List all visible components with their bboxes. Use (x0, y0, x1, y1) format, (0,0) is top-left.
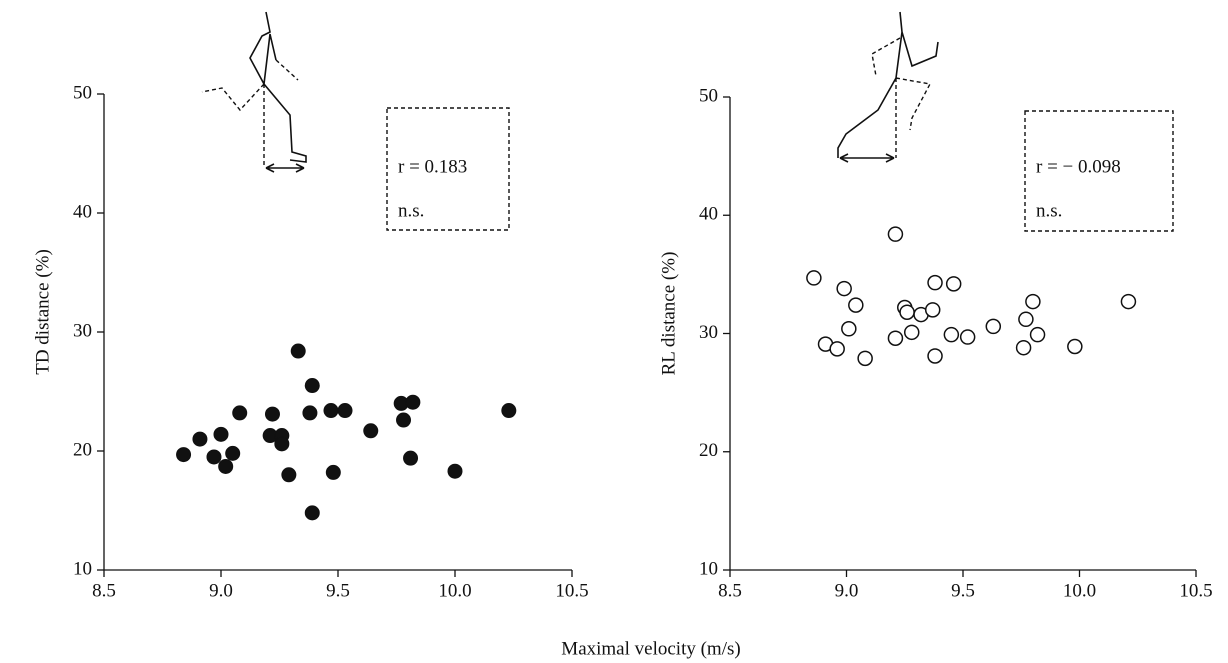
data-point (848, 297, 864, 313)
data-point (218, 458, 234, 474)
data-point (396, 412, 412, 428)
data-point (924, 302, 941, 318)
data-point (302, 405, 318, 421)
data-point (337, 403, 353, 419)
data-point (264, 406, 280, 422)
y-tick-label: 50 (73, 82, 92, 103)
y-axis-label: RL distance (%) (658, 252, 679, 376)
annotation: n.s. (1036, 200, 1062, 221)
data-point (304, 378, 320, 394)
data-point (290, 343, 306, 359)
data-point (887, 330, 904, 346)
data-point (836, 280, 852, 297)
data-point (1015, 339, 1032, 356)
data-point (985, 318, 1002, 335)
data-point (403, 450, 419, 466)
data-point (806, 270, 822, 286)
data-point (501, 403, 517, 419)
annotation: r = − 0.098 (1036, 156, 1121, 177)
y-tick-label: 30 (73, 320, 92, 341)
data-point (1067, 338, 1083, 355)
y-tick-label: 10 (73, 558, 92, 579)
data-point (899, 304, 915, 320)
y-tick-label: 50 (699, 85, 718, 106)
data-point (304, 505, 320, 521)
x-tick-label: 10.0 (438, 580, 471, 601)
data-point (323, 403, 339, 419)
stick-figure (201, 11, 307, 173)
data-point (1018, 311, 1034, 328)
data-point (943, 326, 960, 343)
data-point (206, 449, 222, 465)
x-tick-label: 8.5 (718, 580, 742, 601)
x-tick-label: 9.0 (835, 580, 859, 601)
y-tick-label: 40 (699, 204, 718, 225)
data-point (232, 405, 248, 421)
data-point (281, 467, 297, 483)
y-tick-label: 30 (699, 322, 718, 343)
data-point (887, 226, 904, 242)
data-point (1029, 326, 1046, 343)
y-tick-label: 20 (699, 440, 718, 461)
axis-line (103, 94, 572, 571)
x-tick-label: 9.0 (209, 580, 233, 601)
data-point (945, 276, 962, 292)
data-point (927, 274, 943, 291)
x-tick-label: 9.5 (326, 580, 350, 601)
data-point (363, 423, 379, 439)
y-tick-label: 20 (73, 439, 92, 460)
data-point (274, 436, 290, 452)
data-point (959, 329, 976, 345)
data-point (213, 426, 229, 442)
x-axis-label: Maximal velocity (m/s) (561, 638, 740, 659)
x-tick-label: 9.5 (951, 580, 975, 601)
data-point (829, 341, 845, 357)
y-tick-label: 10 (699, 558, 718, 579)
annotation: r = 0.183 (398, 156, 467, 177)
data-point (1120, 293, 1137, 310)
x-tick-label: 10.0 (1063, 580, 1096, 601)
data-point (927, 348, 943, 364)
stick-figure (837, 11, 939, 163)
data-point (405, 394, 421, 410)
x-tick-label: 10.5 (555, 580, 588, 601)
data-point (176, 447, 192, 463)
x-tick-label: 8.5 (92, 580, 116, 601)
y-axis-label: TD distance (%) (32, 249, 53, 375)
y-tick-label: 40 (73, 201, 92, 222)
annotation-box (1024, 110, 1174, 232)
data-point (841, 321, 857, 337)
data-point (225, 445, 241, 461)
data-point (1025, 293, 1041, 310)
data-point (325, 464, 341, 480)
data-point (857, 350, 873, 367)
data-point (447, 463, 463, 479)
data-point (903, 324, 920, 341)
annotation-box (386, 107, 510, 231)
x-tick-label: 10.5 (1179, 580, 1212, 601)
data-point (192, 431, 208, 447)
annotation: n.s. (398, 200, 424, 221)
